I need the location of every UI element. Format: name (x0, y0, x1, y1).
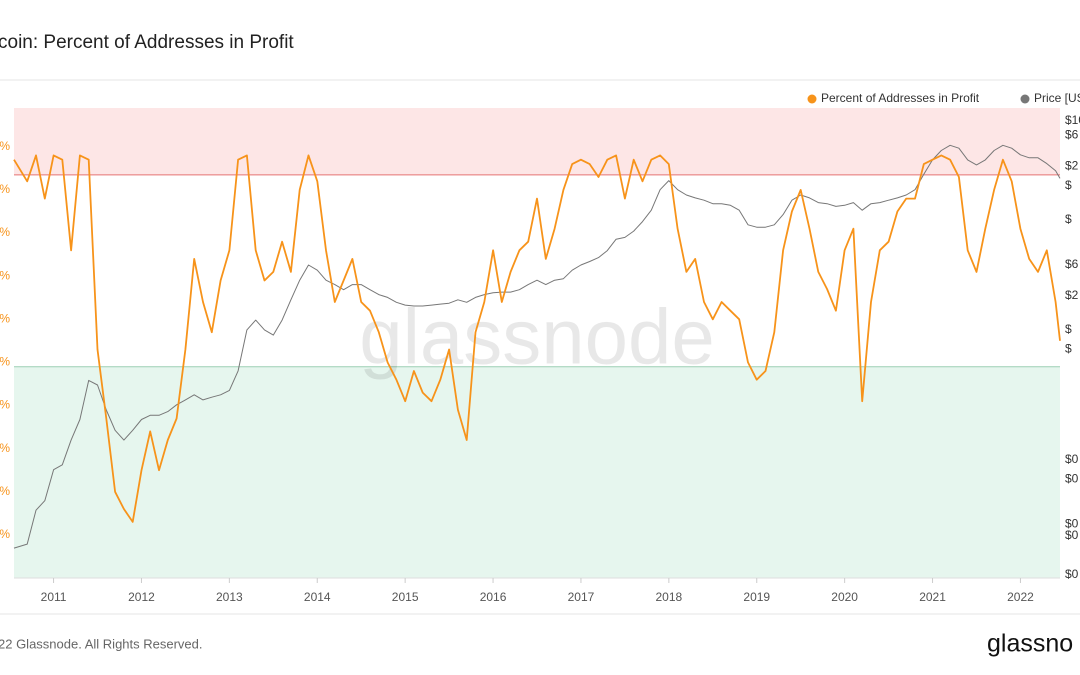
y-tick-label: % (0, 182, 10, 196)
y2-tick-label: $0 (1065, 471, 1079, 485)
legend-label: Percent of Addresses in Profit (821, 91, 980, 105)
x-tick-label: 2012 (128, 590, 155, 604)
x-tick-label: 2017 (568, 590, 595, 604)
chart-title: coin: Percent of Addresses in Profit (0, 32, 294, 53)
watermark: glassnode (359, 293, 715, 381)
series-line (13, 144, 1061, 549)
x-tick-label: 2011 (41, 590, 67, 604)
y-tick-label: % (0, 398, 10, 412)
y-tick-label: % (0, 268, 10, 282)
x-tick-label: 2018 (655, 590, 682, 604)
y2-tick-label: $ (1065, 178, 1072, 192)
y2-tick-label: $0 (1065, 517, 1079, 531)
x-tick-label: 2016 (480, 590, 507, 604)
x-tick-label: 2020 (831, 590, 858, 604)
y2-tick-label: $2 (1065, 158, 1079, 172)
logo: glassno (987, 630, 1073, 658)
x-tick-label: 2019 (743, 590, 770, 604)
legend-label: Price [US (1034, 91, 1080, 105)
legend-marker (1020, 94, 1030, 104)
x-tick-label: 2015 (392, 590, 419, 604)
y2-tick-label: $10 (1065, 113, 1080, 127)
y2-tick-label: $ (1065, 342, 1072, 356)
footer: 22 Glassnode. All Rights Reserved. (0, 636, 203, 651)
y-tick-label: % (0, 355, 10, 369)
y2-tick-label: $0 (1065, 528, 1079, 542)
y-tick-label: % (0, 527, 10, 541)
y-tick-label: % (0, 139, 10, 153)
x-tick-label: 2021 (919, 590, 946, 604)
x-tick-label: 2013 (216, 590, 243, 604)
y2-tick-label: $6 (1065, 257, 1079, 271)
y-tick-label: % (0, 441, 10, 455)
y2-tick-label: $0 (1065, 567, 1079, 581)
legend-marker (807, 94, 817, 104)
x-tick-label: 2014 (304, 590, 331, 604)
y-tick-label: % (0, 225, 10, 239)
y2-tick-label: $2 (1065, 288, 1079, 302)
y-tick-label: % (0, 311, 10, 325)
y2-tick-label: $0 (1065, 452, 1079, 466)
series-line (13, 154, 1061, 523)
y2-tick-label: $ (1065, 322, 1072, 336)
y2-tick-label: $6 (1065, 127, 1079, 141)
y2-tick-label: $ (1065, 212, 1072, 226)
upper-band (14, 108, 1060, 175)
x-tick-label: 2022 (1007, 590, 1034, 604)
lower-band (14, 366, 1060, 578)
y-tick-label: % (0, 484, 10, 498)
